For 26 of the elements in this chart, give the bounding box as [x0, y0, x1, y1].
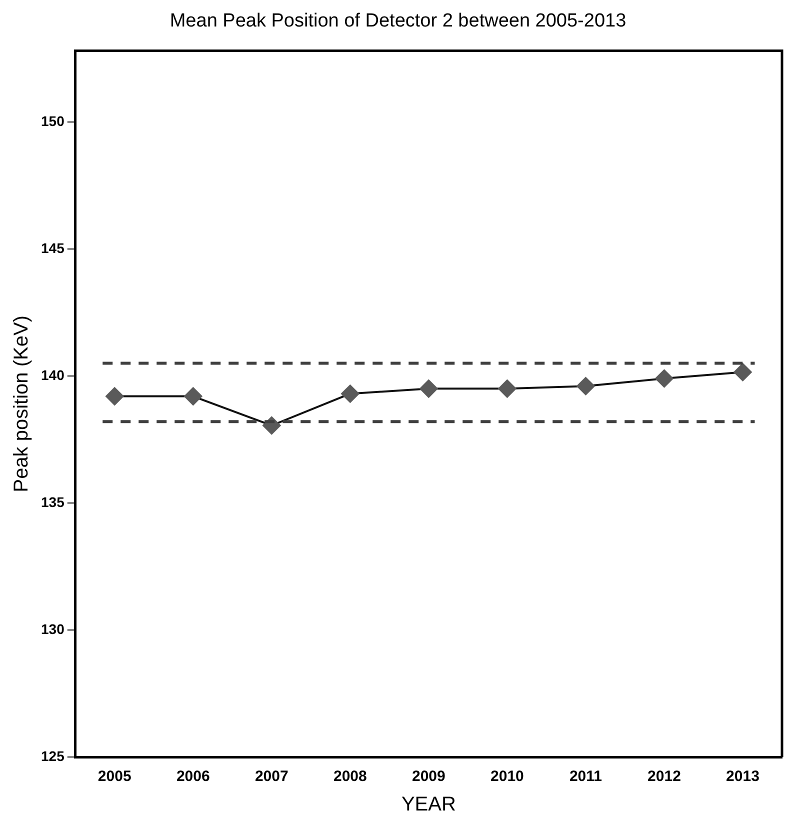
point [420, 380, 438, 398]
y-tick-label: 130 [41, 620, 65, 637]
x-tick-label: 2010 [490, 768, 524, 786]
y-tick-label: 150 [41, 112, 65, 129]
y-tick-label: 145 [41, 240, 65, 256]
y-tick-label: 125 [41, 748, 65, 764]
x-tick-label: 2009 [412, 768, 446, 786]
chart-title: Mean Peak Position of Detector 2 between 2005-2013 [170, 10, 626, 32]
point [341, 384, 360, 403]
x-axis-title: YEAR [401, 794, 456, 816]
y-tick-label: 140 [41, 366, 65, 383]
x-tick-label: 2008 [333, 768, 367, 786]
x-tick-label: 2006 [176, 768, 210, 786]
y-axis-title: Peak position (KeV) [10, 316, 33, 492]
y-tick-label: 135 [41, 494, 65, 510]
x-tick-label: 2005 [98, 768, 132, 786]
point [576, 377, 595, 396]
x-tick-label: 2012 [648, 768, 681, 786]
x-tick-label: 2011 [569, 768, 602, 786]
x-tick-label: 2013 [726, 768, 760, 786]
point [106, 387, 124, 406]
x-tick-label: 2007 [254, 768, 288, 786]
point [655, 369, 674, 388]
point [184, 387, 202, 406]
point [498, 380, 516, 398]
point [734, 363, 752, 382]
